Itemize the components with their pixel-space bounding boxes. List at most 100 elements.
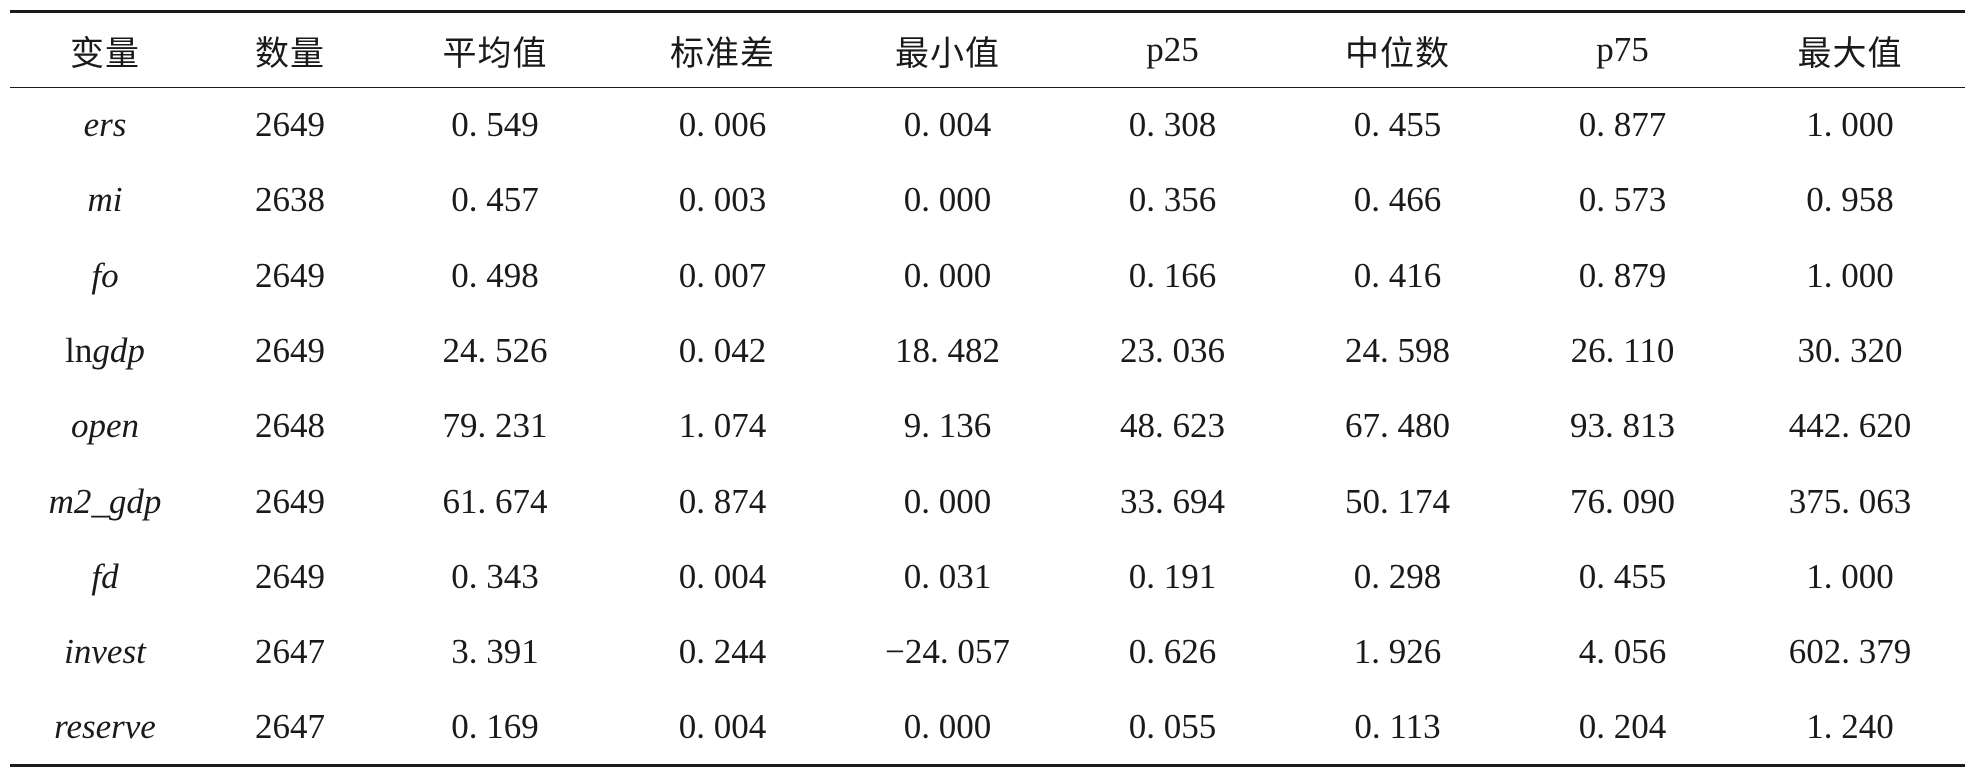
cell-std-dev: 1. 074 [678,406,767,446]
cell-max: 442. 620 [1788,406,1912,446]
cell-min: 18. 482 [895,331,1000,371]
cell-p75: 26. 110 [1570,331,1675,371]
cell-max: 0. 958 [1806,180,1894,220]
cell-mean: 24. 526 [442,331,548,371]
header-max: 最大值 [1735,10,1965,88]
cell-min: −24. 057 [885,632,1010,672]
cell-min: 0. 004 [903,105,992,145]
variable-name: mi [87,180,123,220]
variable-name: invest [64,632,146,672]
cell-median: 0. 298 [1353,556,1442,596]
cell-p25: 0. 166 [1128,255,1217,295]
variable-name: m2_gdp [48,481,162,521]
table-body: ers 2649 0. 549 0. 006 0. 004 0. 308 0. 455 0. … [10,88,1965,767]
cell-max: 1. 000 [1806,255,1894,295]
cell-mean: 0. 498 [451,255,539,295]
cell-std-dev: 0. 042 [678,331,767,371]
cell-variable: open [10,389,200,464]
variable-name: open [70,406,140,446]
cell-std-dev: 0. 006 [678,105,767,145]
cell-mean: 79. 231 [442,406,548,446]
cell-min: 0. 031 [903,556,992,596]
cell-median: 0. 113 [1285,689,1510,767]
cell-max: 1. 000 [1806,105,1894,145]
cell-median: 50. 174 [1345,481,1450,521]
table-row: fd 2649 0. 343 0. 004 0. 031 0. 191 0. 298 0. 4… [10,539,1965,614]
cell-p75: 0. 877 [1578,105,1667,145]
cell-std-dev: 0. 004 [678,556,767,596]
cell-mean: 0. 169 [380,689,610,767]
cell-count: 2649 [255,255,325,295]
variable-name: reserve [54,706,156,746]
cell-median: 0. 466 [1353,180,1442,220]
cell-max: 375. 063 [1788,481,1912,521]
cell-variable: ers [10,88,200,163]
cell-mean: 0. 549 [451,105,539,145]
header-mean: 平均值 [380,10,610,88]
table-row: open 2648 79. 231 1. 074 9. 136 48. 623 67. 48… [10,389,1965,464]
cell-min: 0. 000 [903,180,992,220]
cell-p25: 23. 036 [1120,331,1225,371]
cell-p25: 0. 191 [1128,556,1217,596]
cell-count: 2649 [255,105,325,145]
descriptive-statistics-table: 变量 数量 平均值 标准差 最小值 p25 中位数 p75 最大值 ers 264… [10,10,1965,767]
header-p75: p75 [1510,10,1735,88]
cell-count: 2649 [255,331,325,371]
table-row: invest 2647 3. 391 0. 244 −24. 057 0. 626 1. 9… [10,615,1965,690]
header-count: 数量 [200,10,380,88]
cell-variable: lngdp [10,313,200,388]
cell-min: 0. 000 [835,689,1060,767]
cell-p75: 0. 204 [1510,689,1735,767]
cell-variable: m2_gdp [10,464,200,539]
cell-variable: fo [10,238,200,313]
cell-p25: 0. 626 [1128,632,1217,672]
variable-name: ers [83,105,127,145]
header-median: 中位数 [1285,10,1510,88]
cell-max: 602. 379 [1788,632,1912,672]
table-row: ers 2649 0. 549 0. 006 0. 004 0. 308 0. 455 0. … [10,88,1965,163]
cell-count: 2649 [255,556,325,596]
cell-mean: 0. 343 [451,556,539,596]
cell-count: 2649 [255,481,325,521]
cell-median: 67. 480 [1345,406,1450,446]
cell-max: 1. 240 [1735,689,1965,767]
cell-p75: 0. 455 [1578,556,1667,596]
cell-std-dev: 0. 004 [610,689,835,767]
table-row: m2_gdp 2649 61. 674 0. 874 0. 000 33. 694 50. … [10,464,1965,539]
header-variable: 变量 [10,10,200,88]
cell-p25: 0. 055 [1060,689,1285,767]
cell-mean: 61. 674 [442,481,548,521]
cell-p25: 0. 308 [1128,105,1217,145]
cell-p75: 93. 813 [1570,406,1675,446]
header-std-dev: 标准差 [610,10,835,88]
descriptive-statistics-table-wrapper: 变量 数量 平均值 标准差 最小值 p25 中位数 p75 最大值 ers 264… [10,10,1965,767]
cell-mean: 0. 457 [451,180,539,220]
table-row: fo 2649 0. 498 0. 007 0. 000 0. 166 0. 416 0. 8… [10,238,1965,313]
header-row: 变量 数量 平均值 标准差 最小值 p25 中位数 p75 最大值 [10,10,1965,88]
cell-p75: 4. 056 [1578,632,1667,672]
cell-std-dev: 0. 003 [678,180,767,220]
cell-std-dev: 0. 007 [678,255,767,295]
table-row: reserve 2647 0. 169 0. 004 0. 000 0. 055 0. 11… [10,689,1965,767]
cell-min: 9. 136 [903,406,992,446]
cell-max: 1. 000 [1806,556,1894,596]
cell-variable: reserve [10,689,200,767]
cell-p25: 0. 356 [1128,180,1217,220]
cell-median: 0. 455 [1353,105,1442,145]
cell-median: 1. 926 [1353,632,1442,672]
variable-prefix: ln [65,331,93,371]
cell-max: 30. 320 [1797,331,1903,371]
cell-min: 0. 000 [903,255,992,295]
table-row: lngdp 2649 24. 526 0. 042 18. 482 23. 036 24. … [10,313,1965,388]
variable-name: fd [91,556,119,596]
cell-p75: 0. 879 [1578,255,1667,295]
cell-count: 2638 [255,180,325,220]
cell-p25: 33. 694 [1120,481,1225,521]
cell-p75: 0. 573 [1578,180,1667,220]
cell-median: 24. 598 [1345,331,1450,371]
variable-name: fo [91,255,119,295]
cell-median: 0. 416 [1353,255,1442,295]
cell-variable: invest [10,615,200,690]
header-min: 最小值 [835,10,1060,88]
cell-variable: mi [10,163,200,238]
